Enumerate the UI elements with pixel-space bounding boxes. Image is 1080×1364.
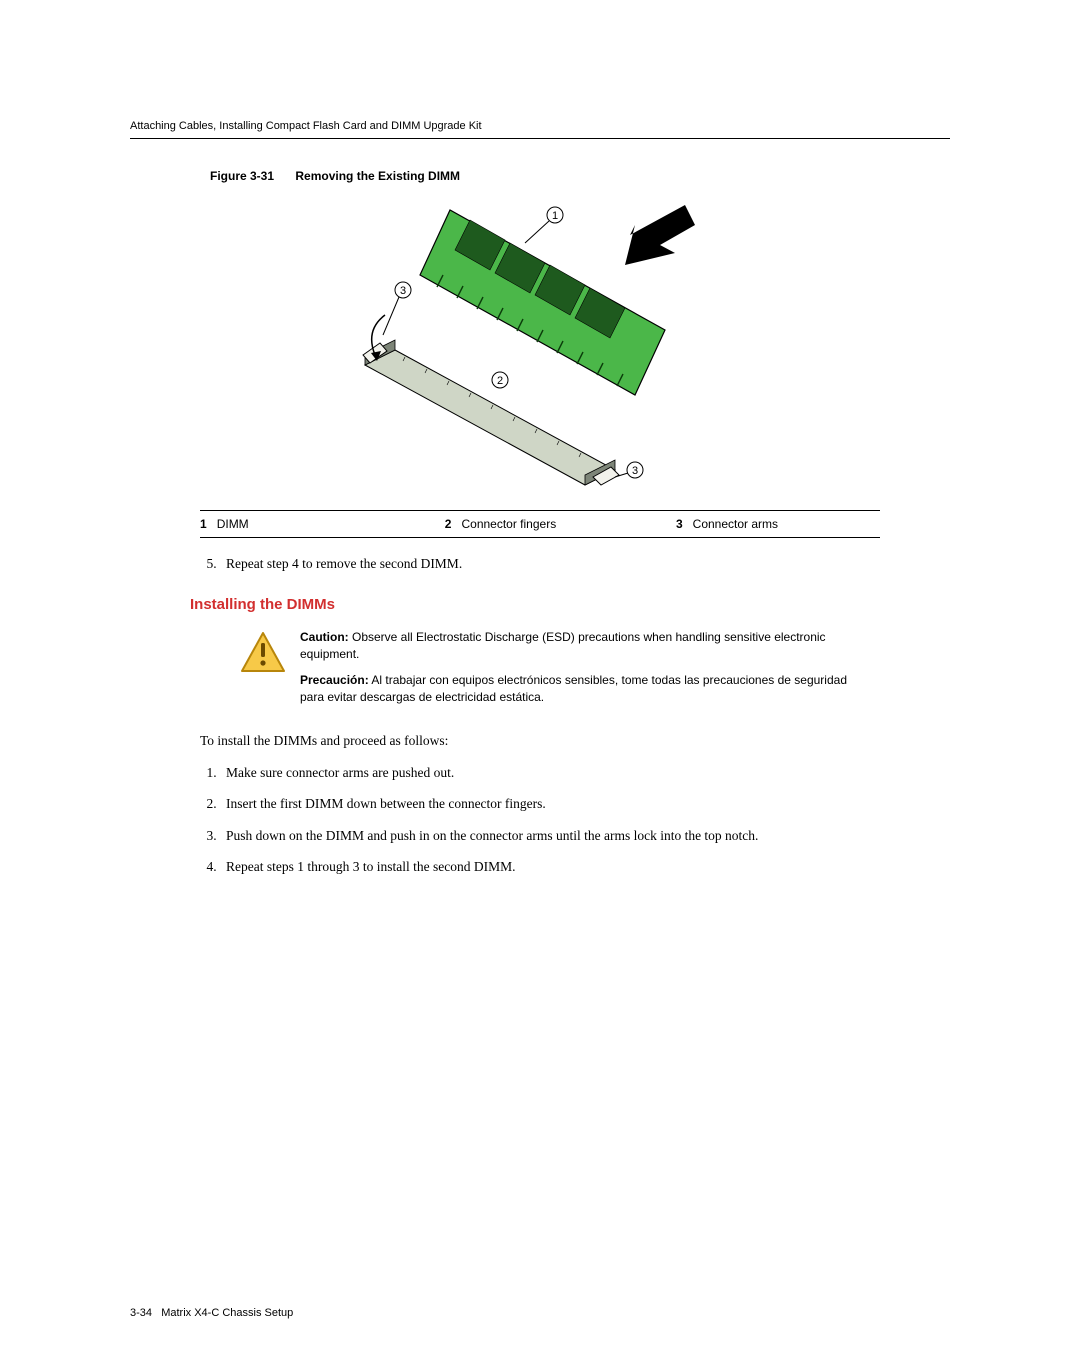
callout-row-1: 1 DIMM [200, 517, 445, 531]
page-footer: 3-34 Matrix X4-C Chassis Setup [130, 1307, 293, 1319]
svg-text:2: 2 [497, 375, 503, 387]
callout-label: Connector arms [693, 517, 778, 531]
svg-text:3: 3 [632, 465, 638, 477]
figure-caption: Figure 3-31 Removing the Existing DIMM [210, 169, 950, 183]
callout-key: 3 [676, 517, 683, 531]
step-item: Push down on the DIMM and push in on the… [220, 826, 870, 846]
caution-text: Caution: Observe all Electrostatic Disch… [300, 629, 870, 715]
callout-3-right: 3 [615, 462, 643, 478]
callout-row-2: 2 Connector fingers [445, 517, 676, 531]
callout-1: 1 [525, 207, 563, 243]
running-header: Attaching Cables, Installing Compact Fla… [130, 120, 950, 139]
caution-block: Caution: Observe all Electrostatic Disch… [240, 629, 870, 715]
callout-label: DIMM [217, 517, 249, 531]
removal-arrow-icon [625, 205, 695, 265]
callout-key: 1 [200, 517, 207, 531]
caution-label-en: Caution: [300, 630, 349, 644]
figure-number: Figure 3-31 [210, 169, 274, 183]
install-intro: To install the DIMMs and proceed as foll… [200, 733, 950, 749]
caution-label-es: Precaución: [300, 673, 369, 687]
doc-title: Matrix X4-C Chassis Setup [161, 1307, 293, 1319]
step-item: Insert the first DIMM down between the c… [220, 794, 870, 814]
callout-label: Connector fingers [461, 517, 556, 531]
page-number: 3-34 [130, 1307, 152, 1319]
figure-title: Removing the Existing DIMM [295, 169, 460, 183]
step-item: Repeat steps 1 through 3 to install the … [220, 857, 870, 877]
dimm-module [420, 210, 665, 395]
install-steps: Make sure connector arms are pushed out.… [220, 763, 870, 877]
figure-illustration: 1 2 3 3 [130, 195, 950, 500]
svg-text:1: 1 [552, 210, 558, 222]
callout-legend: 1 DIMM 2 Connector fingers 3 Connector a… [200, 510, 880, 538]
caution-body-en: Observe all Electrostatic Discharge (ESD… [300, 630, 826, 661]
caution-body-es: Al trabajar con equipos electrónicos sen… [300, 673, 847, 704]
continued-steps: Repeat step 4 to remove the second DIMM. [220, 556, 950, 572]
callout-key: 2 [445, 517, 452, 531]
section-heading: Installing the DIMMs [190, 596, 950, 613]
callout-row-3: 3 Connector arms [676, 517, 880, 531]
step-item: Make sure connector arms are pushed out. [220, 763, 870, 783]
svg-text:3: 3 [400, 285, 406, 297]
caution-icon [240, 629, 300, 678]
step-item: Repeat step 4 to remove the second DIMM. [220, 556, 950, 572]
callout-2: 2 [492, 372, 508, 388]
callout-3-left: 3 [383, 282, 411, 335]
